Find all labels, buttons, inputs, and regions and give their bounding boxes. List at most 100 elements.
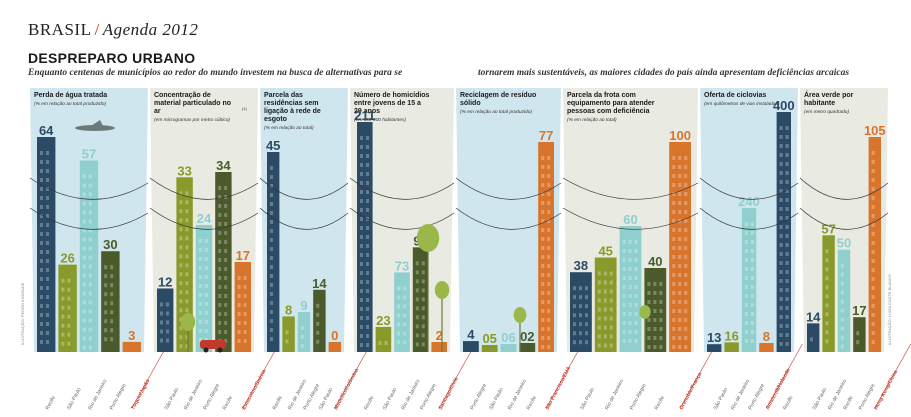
window: [243, 339, 247, 343]
window: [684, 174, 688, 178]
window: [547, 165, 551, 169]
car-wheel: [203, 347, 209, 353]
window: [82, 255, 86, 260]
window: [421, 306, 425, 311]
window: [653, 345, 657, 349]
category-label: Hong Kong/China: [873, 369, 899, 411]
window: [785, 342, 789, 346]
power-wire: [149, 177, 259, 200]
subtitle-right: tornarem mais sustentáveis, as maiores c…: [478, 68, 850, 78]
window: [82, 219, 86, 224]
window: [744, 231, 748, 235]
tree-crown: [639, 305, 651, 319]
window: [603, 298, 607, 303]
window: [46, 268, 49, 272]
window: [779, 306, 783, 310]
panel-title-line: equipamento para atender: [567, 100, 655, 107]
window: [366, 208, 369, 212]
tree-illustration: [434, 281, 450, 352]
tree-illustration: [639, 305, 651, 352]
window: [40, 295, 43, 299]
window: [678, 183, 682, 187]
window: [547, 273, 551, 277]
window: [785, 243, 789, 247]
window: [634, 249, 638, 253]
window: [185, 200, 189, 205]
window: [360, 307, 363, 311]
window: [110, 328, 114, 333]
window: [744, 267, 748, 271]
category-label: Recife: [272, 395, 284, 411]
window: [224, 294, 228, 298]
window: [179, 191, 183, 196]
window: [678, 156, 682, 160]
window: [366, 226, 369, 230]
window: [622, 249, 626, 253]
bar-windows: [825, 249, 829, 344]
category-label: Santiago/Chile: [438, 376, 460, 411]
window: [403, 286, 407, 291]
value-label: 8: [763, 329, 770, 344]
power-wire: [259, 177, 349, 200]
window: [88, 174, 92, 179]
window: [684, 300, 688, 304]
window: [360, 271, 363, 275]
car-illustration: [200, 340, 226, 353]
window: [179, 290, 183, 295]
window: [684, 237, 688, 241]
window: [750, 231, 754, 235]
window: [366, 271, 369, 275]
window: [672, 174, 676, 178]
car-body: [200, 340, 226, 349]
window: [659, 309, 663, 313]
window: [825, 285, 829, 290]
window: [603, 334, 607, 339]
window: [597, 307, 601, 312]
window: [366, 298, 369, 302]
airplane-illustration: [75, 120, 115, 131]
panel-title: Perda de água tratada: [34, 92, 107, 99]
window: [61, 341, 65, 346]
highlight-underline: [334, 343, 372, 409]
bar: [328, 342, 341, 352]
window: [316, 339, 320, 344]
bar: [157, 288, 174, 352]
window: [779, 135, 783, 139]
window: [360, 280, 363, 284]
window: [541, 174, 545, 178]
window: [179, 281, 183, 286]
category-label: Estocolmo/Suécia: [241, 369, 267, 411]
panel-title-line: sólido: [460, 100, 481, 107]
power-wire: [562, 177, 699, 200]
bar: [807, 323, 820, 352]
window: [750, 258, 754, 262]
chart-panel-7: Oferta de ciclovias (em quilômetros de vi…: [699, 88, 803, 411]
window: [579, 304, 582, 309]
bar: [538, 142, 554, 352]
window: [785, 279, 789, 283]
window: [684, 336, 688, 340]
window: [204, 283, 208, 288]
window: [672, 246, 676, 250]
panel-title-line: ligação à rede de: [264, 108, 321, 115]
bar: [394, 272, 410, 352]
bar-windows: [541, 156, 551, 349]
window: [46, 187, 49, 191]
window: [198, 328, 202, 333]
power-wire: [349, 177, 455, 200]
category-label: Recife: [654, 395, 666, 411]
window: [825, 258, 829, 263]
window: [856, 331, 860, 336]
window: [218, 321, 222, 325]
window: [185, 281, 189, 286]
window: [82, 246, 86, 251]
window: [82, 201, 86, 206]
window: [672, 345, 676, 349]
window: [634, 303, 638, 307]
window: [779, 162, 783, 166]
window: [366, 172, 369, 176]
window: [825, 267, 829, 272]
